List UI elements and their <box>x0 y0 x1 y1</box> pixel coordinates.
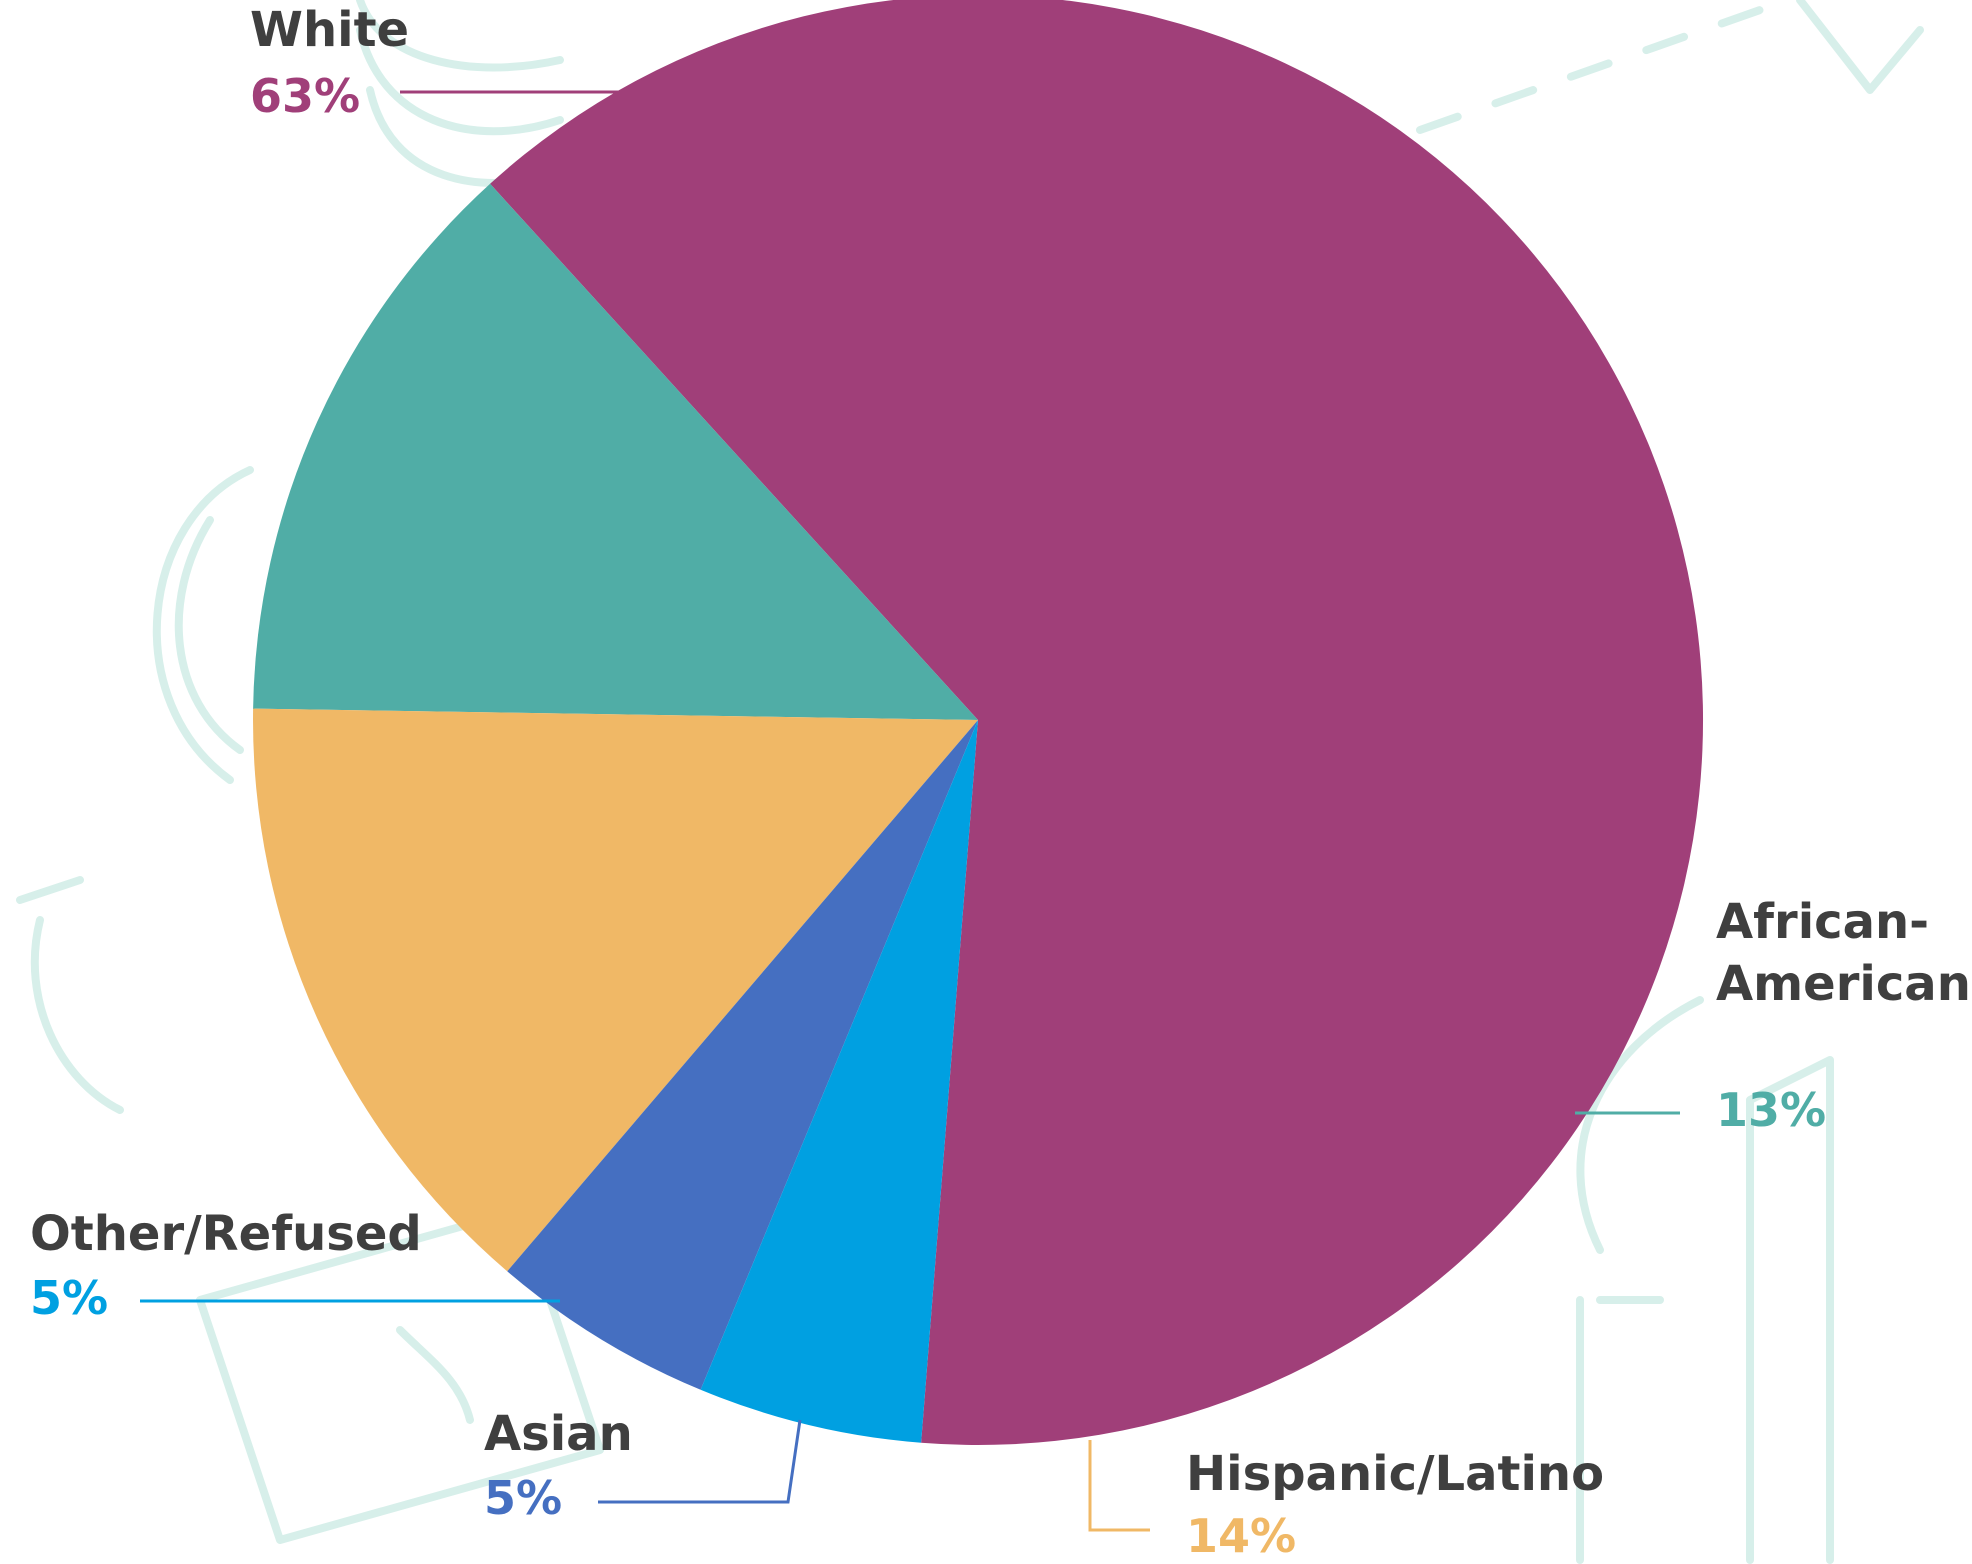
pie-slice-other-refused <box>700 720 978 1443</box>
pie-slice-african-american <box>253 183 979 721</box>
slice-percent-label: 14% <box>1186 1509 1296 1563</box>
dashed-trend-line-decoration <box>1416 6 1764 134</box>
pie-slices <box>253 0 1703 1445</box>
slice-label: African- <box>1716 894 1929 950</box>
slice-percent-label: 5% <box>30 1271 108 1325</box>
slice-label: Other/Refused <box>30 1206 422 1262</box>
background-illustration <box>16 0 1924 1564</box>
leader-line <box>1088 1440 1150 1532</box>
coin-outline-decoration <box>1576 996 1704 1254</box>
slice-label: Asian <box>484 1406 633 1462</box>
slice-percent-label: 13% <box>1716 1083 1826 1137</box>
arrow-decoration <box>1796 0 1924 94</box>
leader-line <box>598 1419 802 1504</box>
coin-decoration <box>152 466 254 784</box>
pie-slice-asian <box>507 720 978 1390</box>
pie-slice-hispanic-latino <box>253 708 978 1272</box>
slice-percent-label: 63% <box>250 69 360 123</box>
slice-labels: White 63% African- American 13% Hispanic/Lati… <box>30 2 1971 1563</box>
pie-slice-white <box>490 0 1703 1445</box>
slice-label: American <box>1716 956 1971 1012</box>
pencil-decoration <box>16 876 124 1114</box>
slice-label: White <box>250 2 409 58</box>
banknote-decoration <box>196 1206 604 1544</box>
slice-label: Hispanic/Latino <box>1186 1446 1604 1502</box>
leader-lines <box>140 90 1680 1532</box>
slice-percent-label: 5% <box>484 1471 562 1525</box>
bar-chart-decoration <box>1576 1056 1834 1564</box>
